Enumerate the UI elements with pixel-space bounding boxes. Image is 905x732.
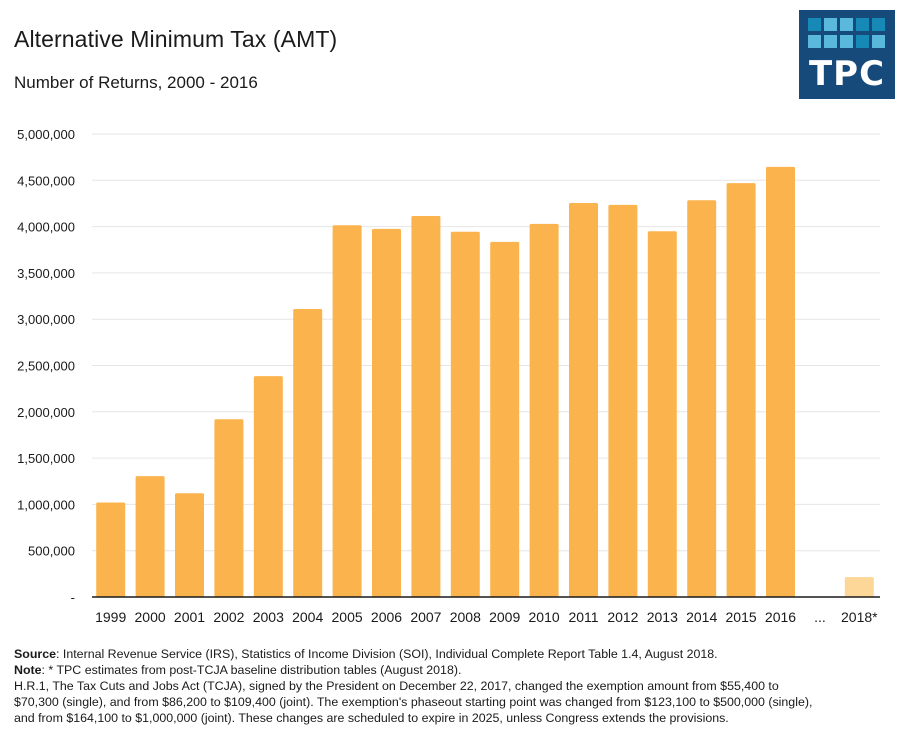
logo-square xyxy=(808,35,821,48)
x-tick-label: 2013 xyxy=(647,609,678,625)
bars xyxy=(96,166,874,598)
logo-square xyxy=(856,18,869,31)
x-tick-label: 2015 xyxy=(726,609,757,625)
bar-chart: - 500,000 1,000,000 1,500,000 2,000,000 2,500… xyxy=(17,127,880,625)
x-tick-label: 2004 xyxy=(292,609,323,625)
x-tick-label: 2002 xyxy=(213,609,244,625)
logo-squares xyxy=(808,18,888,52)
y-tick-label: 4,500,000 xyxy=(17,173,75,188)
y-tick-label: 2,000,000 xyxy=(17,405,75,420)
x-tick-label: 1999 xyxy=(95,609,126,625)
x-tick-label: 2008 xyxy=(450,609,481,625)
bar xyxy=(766,166,795,598)
note-text: : * TPC estimates from post-TCJA baselin… xyxy=(41,663,462,677)
y-tick-label: 500,000 xyxy=(28,544,75,559)
bar xyxy=(647,231,677,597)
note-body-line-1: H.R.1, The Tax Cuts and Jobs Act (TCJA),… xyxy=(14,679,779,693)
chart-title: Alternative Minimum Tax (AMT) xyxy=(14,26,338,52)
note-label: Note xyxy=(14,663,42,677)
x-tick-label: 2010 xyxy=(529,609,560,625)
logo-square xyxy=(856,35,869,48)
x-tick-label: 2006 xyxy=(371,609,402,625)
x-tick-label: 2012 xyxy=(607,609,638,625)
logo-square xyxy=(840,35,853,48)
tpc-logo: TPC xyxy=(799,10,895,99)
y-tick-label: 5,000,000 xyxy=(17,127,75,142)
bar xyxy=(253,376,283,597)
x-tick-label: 2014 xyxy=(686,609,717,625)
bar xyxy=(608,204,638,597)
logo-square xyxy=(824,18,837,31)
y-tick-label: 1,000,000 xyxy=(17,497,75,512)
y-tick-label: 4,000,000 xyxy=(17,220,75,235)
logo-square xyxy=(840,18,853,31)
y-tick-label: 3,500,000 xyxy=(17,266,75,281)
bar xyxy=(450,231,480,597)
bar xyxy=(569,202,598,597)
bar xyxy=(332,225,362,597)
bar xyxy=(214,419,244,597)
footnote: Source: Internal Revenue Service (IRS), … xyxy=(14,646,894,726)
bar xyxy=(293,309,323,597)
bar xyxy=(135,476,165,597)
source-label: Source xyxy=(14,647,57,661)
y-axis-ticks: - 500,000 1,000,000 1,500,000 2,000,000 2,500… xyxy=(17,127,75,605)
x-tick-label: 2007 xyxy=(410,609,441,625)
bar xyxy=(490,241,520,597)
logo-square xyxy=(808,18,821,31)
note-body-line-2: $70,300 (single), and from $86,200 to $1… xyxy=(14,695,813,709)
logo-square xyxy=(872,35,885,48)
x-tick-label: 2016 xyxy=(765,609,796,625)
y-tick-label: - xyxy=(71,590,75,605)
note-body-line-3: and from $164,100 to $1,000,000 (joint).… xyxy=(14,711,729,725)
bar xyxy=(411,215,441,597)
bar xyxy=(726,183,756,597)
bar xyxy=(372,228,401,597)
x-axis-ticks: 1999 2000 2001 2002 2003 2004 2005 2006 2007 2008… xyxy=(95,609,878,625)
bar-estimate xyxy=(844,577,874,597)
bar xyxy=(529,223,559,597)
x-tick-label: 2003 xyxy=(253,609,284,625)
y-tick-label: 1,500,000 xyxy=(17,451,75,466)
x-tick-label: 2000 xyxy=(135,609,166,625)
logo-text: TPC xyxy=(808,54,886,94)
logo-square xyxy=(824,35,837,48)
y-tick-label: 2,500,000 xyxy=(17,359,75,374)
bar xyxy=(687,200,717,598)
note-line: Note: * TPC estimates from post-TCJA bas… xyxy=(14,662,894,678)
gridlines xyxy=(92,133,880,552)
logo-square xyxy=(872,18,885,31)
source-text: : Internal Revenue Service (IRS), Statis… xyxy=(56,647,718,661)
source-line: Source: Internal Revenue Service (IRS), … xyxy=(14,646,894,662)
bar xyxy=(96,502,126,597)
x-tick-label: 2011 xyxy=(568,609,598,625)
x-tick-label: ... xyxy=(814,609,826,625)
x-tick-label: 2009 xyxy=(489,609,520,625)
x-tick-label: 2001 xyxy=(174,609,205,625)
x-tick-label: 2018* xyxy=(841,609,878,625)
x-tick-label: 2005 xyxy=(332,609,363,625)
y-tick-label: 3,000,000 xyxy=(17,312,75,327)
bar xyxy=(175,493,204,597)
chart-subtitle: Number of Returns, 2000 - 2016 xyxy=(14,73,258,92)
